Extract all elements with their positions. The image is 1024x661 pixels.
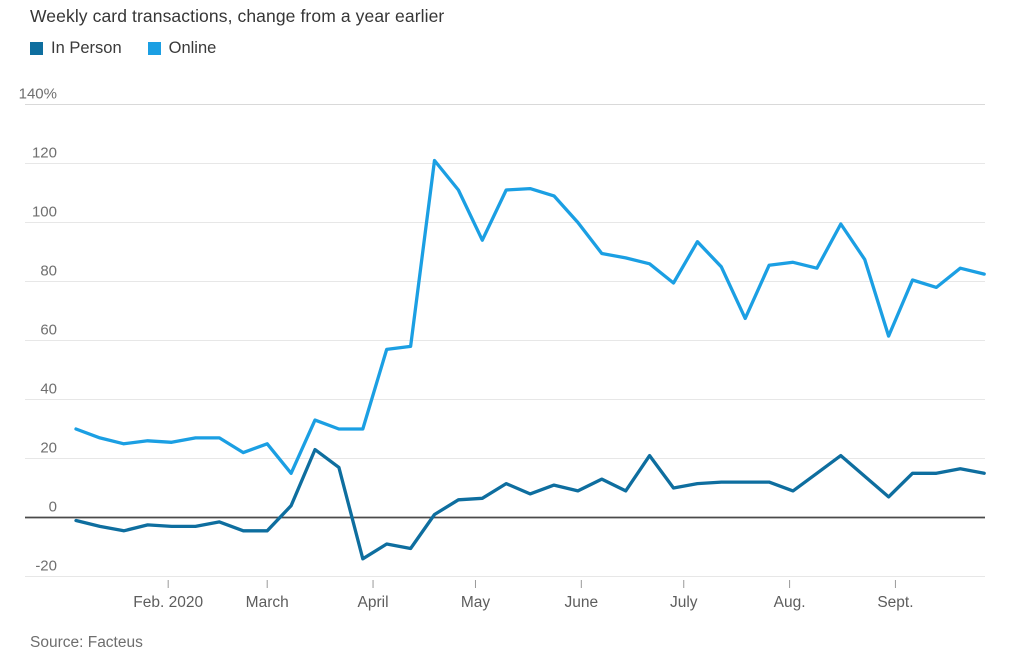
x-axis-label: July	[670, 594, 698, 611]
x-axis-label: Feb. 2020	[133, 594, 203, 611]
series-line-online	[74, 158, 986, 475]
legend-item-online: Online	[147, 39, 217, 58]
online-swatch-icon	[147, 42, 161, 55]
x-axis-label: Sept.	[877, 594, 913, 611]
x-axis-label: April	[358, 594, 389, 611]
legend: In Person Online	[30, 39, 216, 58]
in-person-swatch-icon	[30, 42, 43, 55]
x-axis-label: May	[461, 594, 491, 611]
y-axis-label-60: 60	[40, 322, 57, 339]
source-note: Source: Facteus	[30, 634, 143, 651]
x-axis-label: March	[246, 594, 289, 611]
y-axis-label-140: 140%	[19, 86, 57, 103]
page-title: Weekly card transactions, change from a …	[30, 6, 445, 26]
y-axis-label-0: 0	[49, 499, 57, 516]
y-axis-label-120: 120	[32, 145, 57, 162]
x-axis-label: Aug.	[774, 594, 806, 611]
series-line-in-person	[74, 447, 986, 561]
y-axis-label-20: 20	[40, 440, 57, 457]
legend-label-in-person: In Person	[51, 39, 122, 57]
legend-label-online: Online	[168, 39, 217, 57]
legend-item-in-person: In Person	[30, 39, 122, 58]
y-axis-label-100: 100	[32, 204, 57, 221]
y-axis-label--20: -20	[35, 558, 57, 575]
x-axis-label: June	[565, 594, 599, 611]
y-axis-label-80: 80	[40, 263, 57, 280]
y-axis-label-40: 40	[40, 381, 57, 398]
